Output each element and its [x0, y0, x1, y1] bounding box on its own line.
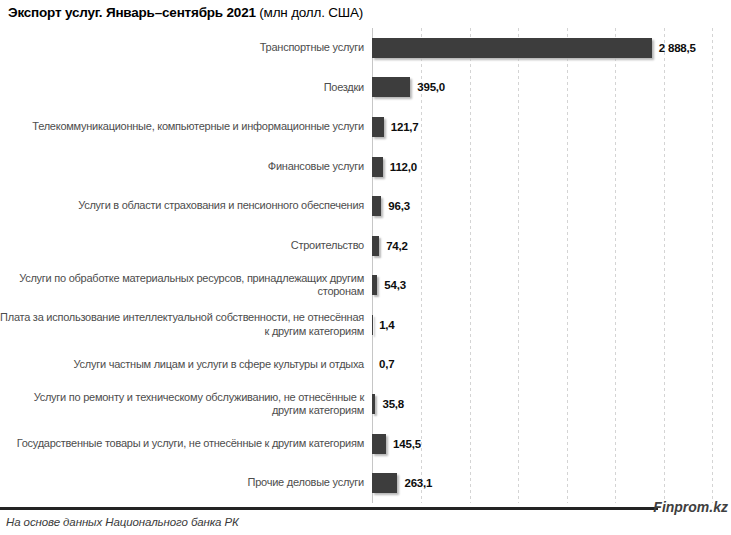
chart-row: Государственные товары и услуги, не отне…	[0, 424, 731, 464]
chart-row: Плата за использование интеллектуальной …	[0, 305, 731, 345]
bar-and-value: 35,8	[372, 394, 404, 414]
chart-row: Поездки 395,0	[0, 68, 731, 108]
category-label: Транспортные услуги	[0, 41, 364, 54]
value-label: 121,7	[391, 121, 419, 133]
bar	[372, 38, 652, 58]
category-label: Финансовые услуги	[0, 160, 364, 173]
bar	[372, 394, 375, 414]
value-label: 0,7	[379, 358, 394, 370]
value-label: 263,1	[404, 477, 432, 489]
chart-row: Услуги в области страхования и пенсионно…	[0, 186, 731, 226]
bar-and-value: 112,0	[372, 157, 417, 177]
value-label: 395,0	[417, 81, 445, 93]
bar	[372, 473, 397, 493]
category-label: Услуги в области страхования и пенсионно…	[0, 199, 364, 212]
value-label: 1,4	[379, 319, 394, 331]
chart-title: Экспорт услуг. Январь–сентябрь 2021 (млн…	[8, 5, 363, 20]
bar	[372, 196, 381, 216]
bar-and-value: 263,1	[372, 473, 432, 493]
category-label: Строительство	[0, 239, 364, 252]
bar-and-value: 145,5	[372, 434, 421, 454]
bar-and-value: 395,0	[372, 77, 445, 97]
chart-row: Услуги по ремонту и техническому обслужи…	[0, 384, 731, 424]
chart-title-main: Экспорт услуг. Январь–сентябрь 2021	[8, 5, 256, 20]
category-label: Прочие деловые услуги	[0, 476, 364, 489]
bar-and-value: 2 888,5	[372, 38, 696, 58]
value-label: 74,2	[386, 240, 408, 252]
chart-row: Транспортные услуги 2 888,5	[0, 28, 731, 68]
bar-and-value: 121,7	[372, 117, 419, 137]
value-label: 2 888,5	[659, 42, 696, 54]
source-note: На основе данных Национального банка РК	[6, 516, 239, 528]
value-label: 96,3	[388, 200, 410, 212]
bar	[372, 157, 383, 177]
chart-row: Услуги по обработке материальных ресурсо…	[0, 265, 731, 305]
bar-and-value: 54,3	[372, 275, 406, 295]
category-label: Услуги по обработке материальных ресурсо…	[0, 272, 364, 299]
chart-row: Телекоммуникационные, компьютерные и инф…	[0, 107, 731, 147]
bar	[372, 77, 410, 97]
chart-row: Строительство 74,2	[0, 226, 731, 266]
bar	[372, 117, 384, 137]
footer-separator	[0, 507, 658, 510]
chart-row: Услуги частным лицам и услуги в сфере ку…	[0, 345, 731, 385]
bar-and-value: 1,4	[372, 315, 395, 335]
bar	[372, 275, 377, 295]
value-label: 35,8	[382, 398, 404, 410]
chart-title-units: (млн долл. США)	[259, 5, 363, 20]
category-label: Государственные товары и услуги, не отне…	[0, 437, 364, 450]
bar-and-value: 74,2	[372, 236, 408, 256]
value-label: 54,3	[384, 279, 406, 291]
category-label: Поездки	[0, 81, 364, 94]
bar-rows: Транспортные услуги 2 888,5 Поездки 395,0 Те…	[0, 28, 731, 503]
chart-row: Прочие деловые услуги 263,1	[0, 463, 731, 503]
bar	[372, 434, 386, 454]
value-label: 145,5	[393, 438, 421, 450]
value-label: 112,0	[390, 161, 417, 173]
category-label: Телекоммуникационные, компьютерные и инф…	[0, 120, 364, 133]
chart-canvas: Экспорт услуг. Январь–сентябрь 2021 (млн…	[0, 0, 731, 535]
category-label: Услуги частным лицам и услуги в сфере ку…	[0, 358, 364, 371]
bar-and-value: 0,7	[372, 354, 394, 374]
brand-logo: Finprom.kz	[653, 499, 728, 515]
category-label: Услуги по ремонту и техническому обслужи…	[0, 391, 364, 418]
bar	[372, 236, 379, 256]
bar-and-value: 96,3	[372, 196, 410, 216]
chart-row: Финансовые услуги 112,0	[0, 147, 731, 187]
category-label: Плата за использование интеллектуальной …	[0, 311, 364, 338]
